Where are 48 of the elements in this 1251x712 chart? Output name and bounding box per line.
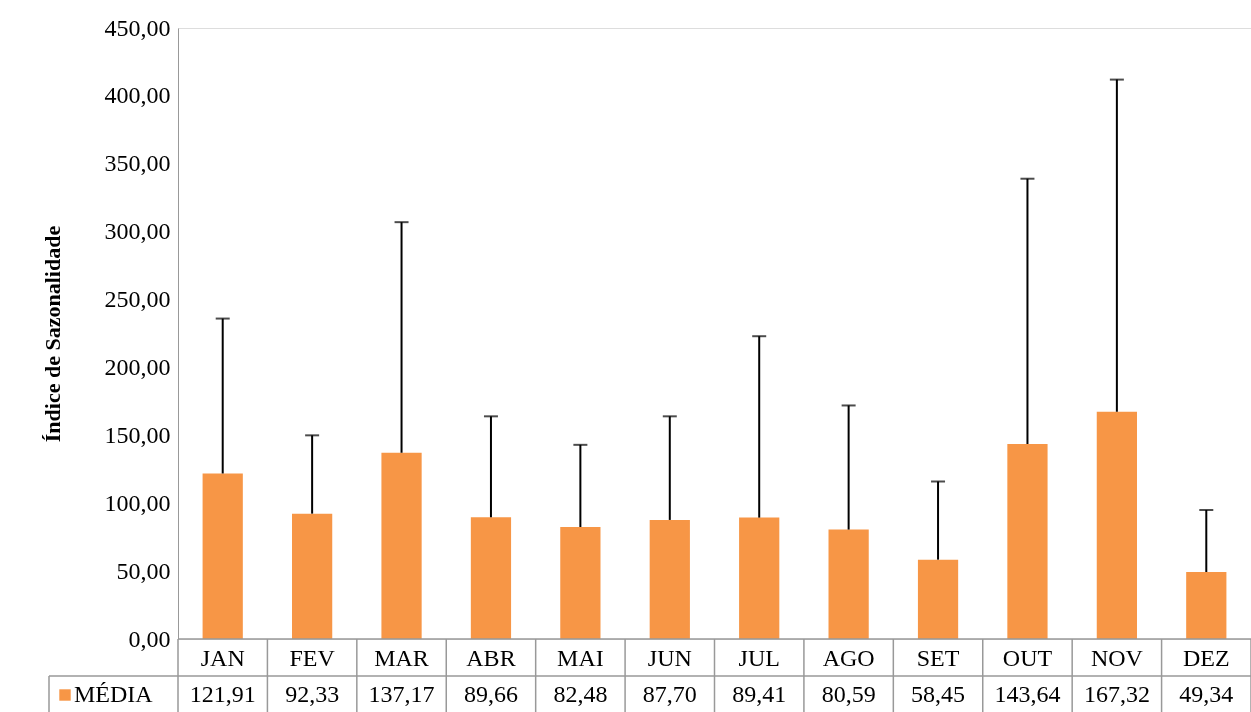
x-tick-label: NOV (1090, 645, 1144, 671)
x-tick-label: OUT (1002, 645, 1053, 671)
bar (917, 559, 959, 639)
bar (560, 527, 601, 639)
x-tick-label: JUL (738, 645, 780, 671)
bar (202, 473, 243, 639)
bar (292, 513, 333, 639)
data-label: 89,41 (732, 681, 787, 707)
data-label: 58,45 (911, 681, 966, 707)
x-tick-label: ABR (466, 645, 516, 671)
data-label: 143,64 (994, 681, 1061, 707)
data-label: 49,34 (1179, 681, 1234, 707)
bar (1007, 443, 1048, 639)
x-tick-label: JUN (647, 645, 692, 671)
y-tick-label: 200,00 (104, 353, 171, 380)
y-tick-label: 0,00 (128, 625, 171, 652)
y-axis-title: Índice de Sazonalidade (39, 225, 65, 443)
bar (470, 517, 512, 639)
bar (649, 519, 690, 639)
data-label: 82,48 (553, 681, 608, 707)
y-tick-label: 100,00 (104, 489, 171, 516)
y-tick-label: 150,00 (104, 421, 171, 448)
data-label: 167,32 (1083, 681, 1150, 707)
bar (1096, 411, 1137, 639)
bar (1186, 572, 1227, 639)
y-tick-label: 450,00 (104, 14, 171, 41)
data-label: 80,59 (821, 681, 876, 707)
data-label: 92,33 (285, 681, 340, 707)
bar (739, 517, 780, 639)
x-tick-label: MAR (374, 645, 429, 671)
y-tick-label: 350,00 (104, 150, 171, 177)
y-tick-label: 300,00 (104, 218, 171, 245)
x-tick-label: FEV (289, 645, 336, 671)
x-tick-label: AGO (822, 645, 875, 671)
bar (381, 452, 422, 639)
legend-label: MÉDIA (74, 681, 154, 707)
data-label: 87,70 (642, 681, 697, 707)
data-label: 137,17 (368, 681, 435, 707)
bar (828, 529, 869, 639)
data-label: 121,91 (189, 681, 256, 707)
x-tick-label: MAI (557, 645, 604, 671)
x-tick-label: JAN (200, 645, 245, 671)
y-tick-label: 250,00 (104, 286, 171, 313)
y-tick-label: 50,00 (116, 557, 171, 584)
y-tick-label: 400,00 (104, 82, 171, 109)
data-label: 89,66 (463, 681, 518, 707)
x-tick-label: SET (916, 645, 960, 671)
x-tick-label: DEZ (1182, 645, 1230, 671)
